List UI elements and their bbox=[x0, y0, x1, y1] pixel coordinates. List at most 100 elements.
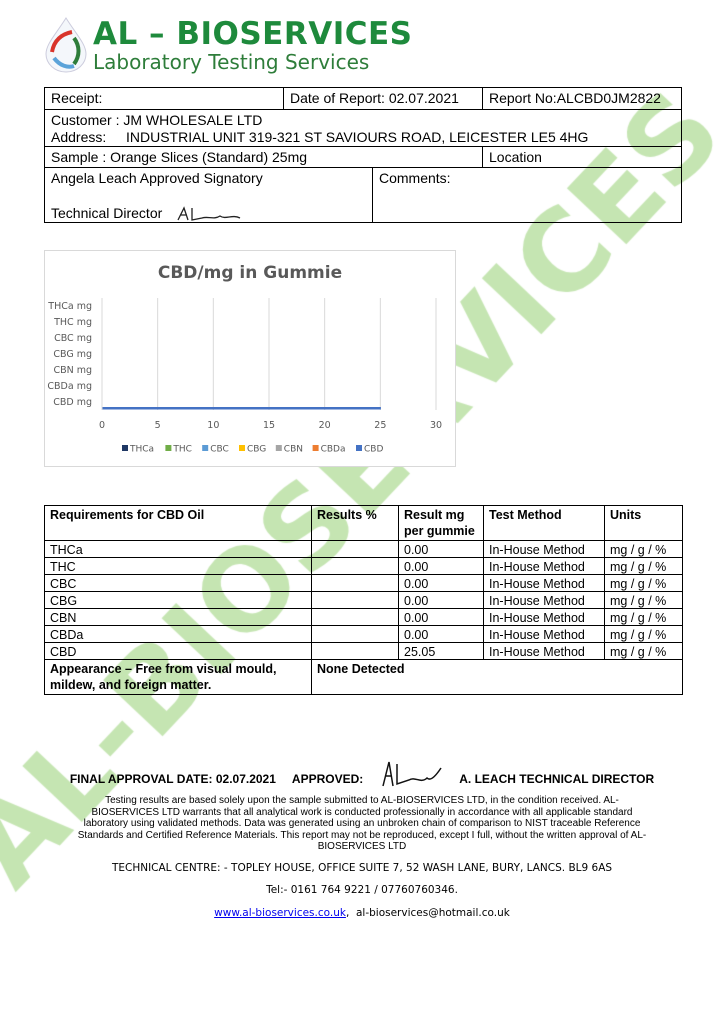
legend-label: THC bbox=[172, 445, 192, 455]
report-date: Date of Report: 02.07.2021 bbox=[283, 87, 483, 110]
approved-label: APPROVED: bbox=[291, 772, 364, 786]
comments-cell: Comments: bbox=[372, 167, 682, 223]
footer-phone: Tel:- 0161 764 9221 / 07760760346. bbox=[266, 884, 458, 896]
y-category-label: THCa mg bbox=[47, 301, 92, 312]
report-number: Report No:ALCBD0JM2822 bbox=[482, 87, 682, 110]
table-cell: In-House Method bbox=[483, 557, 605, 575]
table-cell: 0.00 bbox=[398, 574, 484, 592]
cbd-chart: CBD/mg in Gummie 0 5 10 15 20 25 30 CBD mg CBDa m… bbox=[47, 263, 442, 455]
table-cell bbox=[311, 574, 399, 592]
footer-email: al-bioservices@hotmail.co.uk bbox=[355, 907, 510, 919]
chart-title: CBD/mg in Gummie bbox=[158, 263, 342, 283]
column-header: Test Method bbox=[483, 505, 605, 541]
table-cell: In-House Method bbox=[483, 574, 605, 592]
sample-cell: Sample : Orange Slices (Standard) 25mg bbox=[44, 146, 483, 168]
final-approval-date: FINAL APPROVAL DATE: 02.07.2021 bbox=[69, 772, 276, 786]
footer-address: TECHNICAL CENTRE: - TOPLEY HOUSE, OFFICE… bbox=[111, 862, 613, 874]
table-cell: THCa bbox=[44, 540, 312, 558]
table-cell: In-House Method bbox=[483, 625, 605, 643]
table-cell: mg / g / % bbox=[604, 625, 683, 643]
table-cell: 0.00 bbox=[398, 608, 484, 626]
company-tagline: Laboratory Testing Services bbox=[93, 50, 370, 74]
customer-name: Customer : JM WHOLESALE LTD bbox=[51, 112, 263, 128]
table-cell: 0.00 bbox=[398, 557, 484, 575]
y-category-label: CBDa mg bbox=[47, 381, 92, 392]
company-name: AL – BIOSERVICES bbox=[93, 16, 413, 52]
y-category-label: CBN mg bbox=[53, 365, 92, 376]
table-cell: 0.00 bbox=[398, 540, 484, 558]
x-tick-label: 5 bbox=[155, 420, 161, 431]
table-cell: THC bbox=[44, 557, 312, 575]
appearance-result: None Detected bbox=[311, 659, 683, 695]
legend-swatch bbox=[202, 445, 209, 451]
table-cell: mg / g / % bbox=[604, 608, 683, 626]
y-category-label: CBD mg bbox=[53, 397, 92, 408]
legend-swatch bbox=[275, 445, 282, 451]
table-cell: mg / g / % bbox=[604, 574, 683, 592]
table-cell bbox=[311, 591, 399, 609]
legend-swatch bbox=[312, 445, 319, 451]
legend-label: THCa bbox=[129, 445, 154, 455]
table-cell: In-House Method bbox=[483, 540, 605, 558]
x-tick-label: 20 bbox=[319, 420, 331, 431]
table-cell: In-House Method bbox=[483, 591, 605, 609]
customer-cell: Customer : JM WHOLESALE LTD Address: INDU… bbox=[44, 109, 682, 147]
x-tick-label: 15 bbox=[263, 420, 275, 431]
x-tick-label: 10 bbox=[207, 420, 219, 431]
legend-label: CBD bbox=[364, 445, 383, 455]
legend-swatch bbox=[356, 445, 362, 451]
table-cell: mg / g / % bbox=[604, 642, 683, 660]
table-cell: 0.00 bbox=[398, 591, 484, 609]
table-cell: mg / g / % bbox=[604, 557, 683, 575]
bar-cbd bbox=[102, 407, 381, 410]
receipt-cell: Receipt: bbox=[44, 87, 284, 110]
signatory: Angela Leach Approved Signatory bbox=[51, 170, 263, 186]
column-header: Units bbox=[604, 505, 683, 541]
chart-container bbox=[44, 250, 456, 467]
approver-name: A. LEACH TECHNICAL DIRECTOR bbox=[459, 772, 655, 786]
table-cell: CBDa bbox=[44, 625, 312, 643]
legend-label: CBDa bbox=[321, 445, 346, 455]
legend-label: CBN bbox=[284, 445, 303, 455]
legend-label: CBC bbox=[210, 445, 229, 455]
table-cell bbox=[311, 608, 399, 626]
x-tick-label: 0 bbox=[99, 420, 105, 431]
x-tick-label: 30 bbox=[430, 420, 442, 431]
table-cell: 25.05 bbox=[398, 642, 484, 660]
y-category-label: CBG mg bbox=[53, 349, 92, 360]
table-cell: In-House Method bbox=[483, 608, 605, 626]
legend-label: CBG bbox=[247, 445, 266, 455]
table-cell: mg / g / % bbox=[604, 591, 683, 609]
table-cell: In-House Method bbox=[483, 642, 605, 660]
table-cell bbox=[311, 557, 399, 575]
customer-address: INDUSTRIAL UNIT 319-321 ST SAVIOURS ROAD… bbox=[126, 129, 589, 145]
column-header: Result mg per gummie bbox=[398, 505, 484, 541]
signatory-cell: Angela Leach Approved Signatory Technica… bbox=[44, 167, 373, 223]
logo-drop-icon bbox=[45, 17, 87, 73]
y-category-label: THC mg bbox=[53, 317, 92, 328]
address-label: Address: bbox=[51, 129, 107, 145]
legend-swatch bbox=[165, 445, 172, 451]
legend-swatch bbox=[122, 445, 128, 451]
disclaimer: Testing results are based solely upon th… bbox=[77, 795, 647, 852]
approval-line: FINAL APPROVAL DATE: 02.07.2021 APPROVED… bbox=[0, 760, 724, 790]
table-cell: mg / g / % bbox=[604, 540, 683, 558]
table-cell: CBC bbox=[44, 574, 312, 592]
table-cell: CBG bbox=[44, 591, 312, 609]
table-cell bbox=[311, 642, 399, 660]
appearance-requirement: Appearance – Free from visual mould, mil… bbox=[44, 659, 312, 695]
legend-swatch bbox=[239, 445, 245, 451]
column-header: Results % bbox=[311, 505, 399, 541]
table-cell: CBD bbox=[44, 642, 312, 660]
table-cell bbox=[311, 540, 399, 558]
technical-director-label: Technical Director bbox=[51, 205, 163, 221]
approval-signature-icon bbox=[382, 761, 442, 787]
table-cell bbox=[311, 625, 399, 643]
table-cell: 0.00 bbox=[398, 625, 484, 643]
location-cell: Location bbox=[482, 146, 682, 168]
signature-icon bbox=[177, 206, 241, 222]
website-link[interactable]: www.al-bioservices.co.uk bbox=[214, 907, 346, 919]
x-tick-label: 25 bbox=[374, 420, 386, 431]
column-header: Requirements for CBD Oil bbox=[44, 505, 312, 541]
table-cell: CBN bbox=[44, 608, 312, 626]
